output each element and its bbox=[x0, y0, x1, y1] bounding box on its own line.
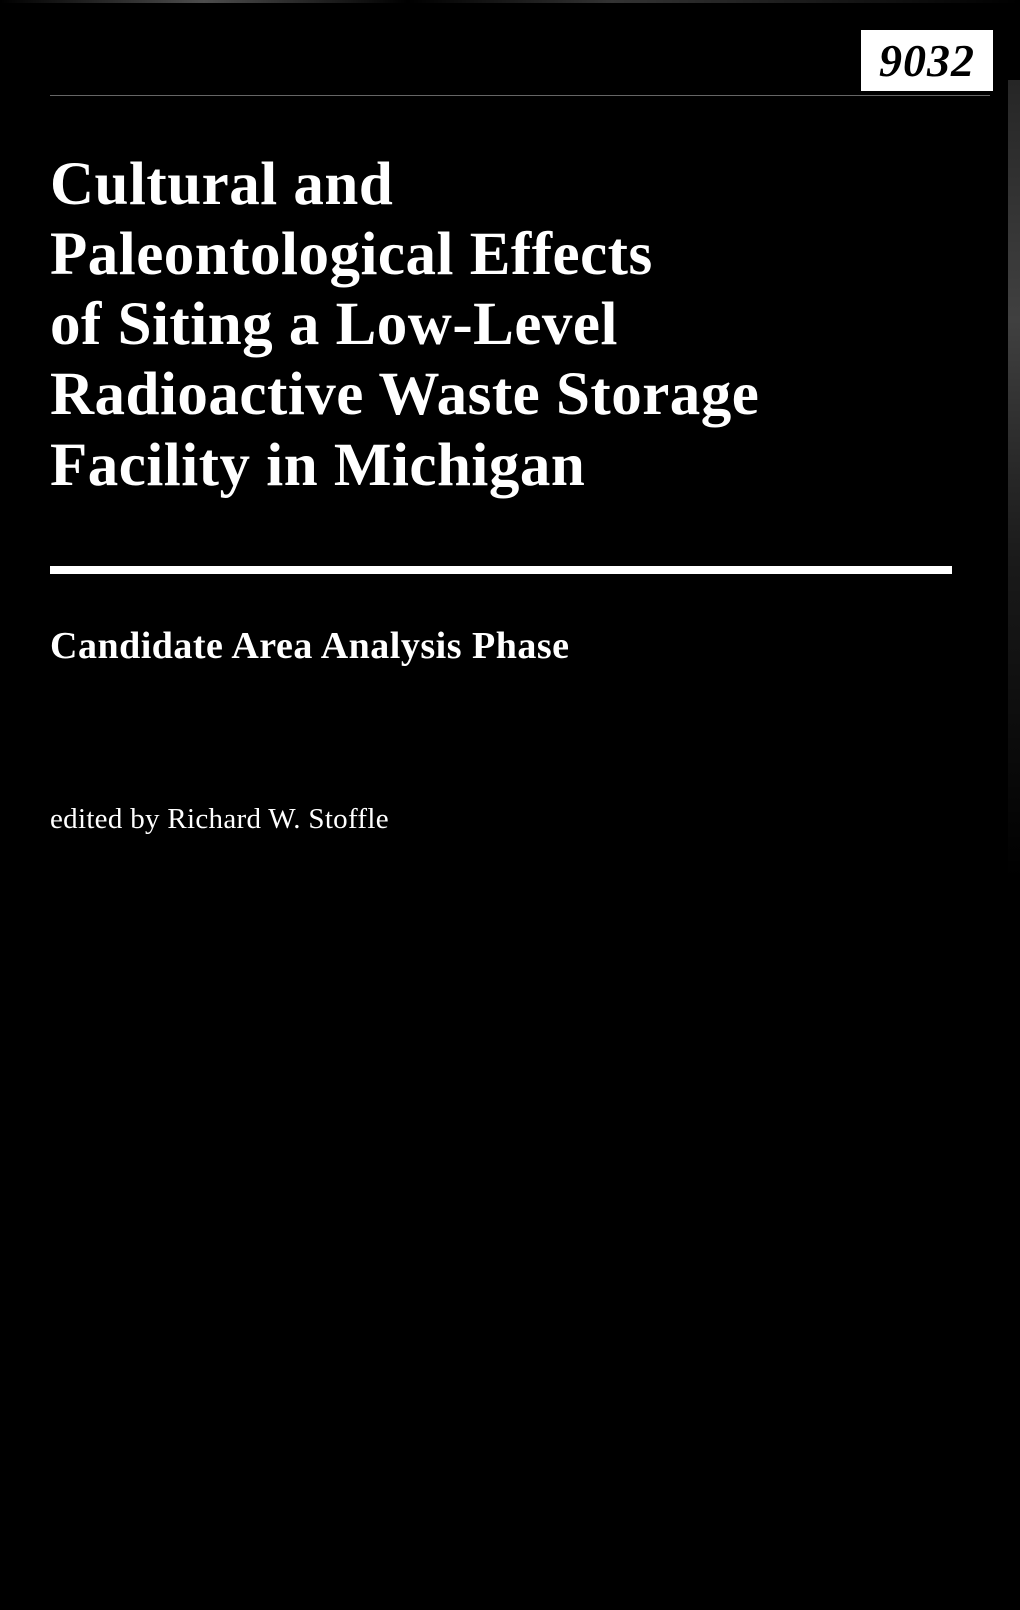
scan-artifact bbox=[0, 0, 1020, 3]
title-section: Cultural and Paleontological Effects of … bbox=[50, 150, 980, 501]
document-number: 9032 bbox=[879, 35, 975, 86]
title-line: of Siting a Low-Level bbox=[50, 290, 970, 360]
main-title: Cultural and Paleontological Effects of … bbox=[50, 150, 970, 501]
scan-artifact bbox=[50, 95, 990, 96]
scan-artifact bbox=[1008, 80, 1020, 880]
title-line: Facility in Michigan bbox=[50, 431, 970, 501]
divider-line bbox=[50, 566, 952, 574]
editor-credit: edited by Richard W. Stoffle bbox=[50, 803, 980, 836]
title-line: Radioactive Waste Storage bbox=[50, 360, 970, 430]
title-line: Paleontological Effects bbox=[50, 220, 970, 290]
subtitle: Candidate Area Analysis Phase bbox=[50, 624, 980, 668]
page-container: 9032 Cultural and Paleontological Effect… bbox=[0, 0, 1020, 1610]
title-line: Cultural and bbox=[50, 150, 970, 220]
document-number-box: 9032 bbox=[859, 28, 995, 93]
